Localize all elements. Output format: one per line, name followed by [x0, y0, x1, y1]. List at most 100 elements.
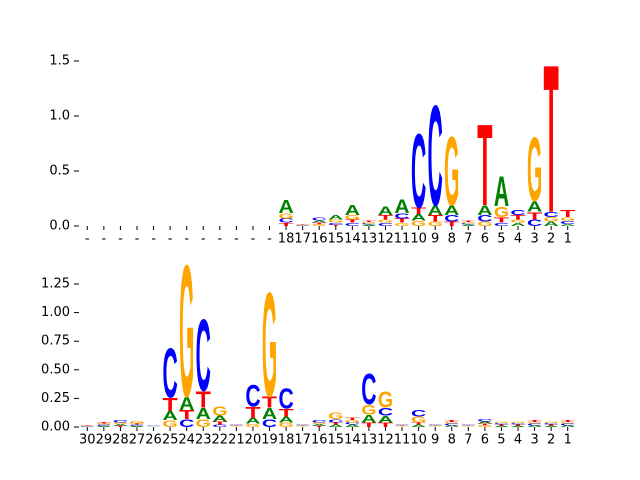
letter: C: [428, 423, 444, 424]
letter: A: [113, 424, 129, 427]
letter: C: [328, 418, 343, 423]
letter: C: [262, 417, 277, 429]
letter: T: [527, 420, 542, 423]
letter: T: [113, 426, 128, 428]
letter: T: [345, 417, 360, 420]
letter: T: [312, 222, 327, 225]
letter: A: [477, 203, 493, 218]
x-tick-label: 29: [96, 433, 113, 448]
letter: G: [394, 426, 409, 427]
letter: T: [428, 213, 444, 223]
x-tick-label: 20: [245, 433, 262, 448]
letter: G: [444, 118, 459, 227]
x-tick-label: 18: [278, 232, 295, 247]
letter: T: [510, 424, 525, 426]
y-tick-label: 0.0: [49, 219, 70, 234]
letter: G: [113, 422, 128, 425]
letter: G: [129, 421, 144, 424]
letter: T: [411, 206, 427, 216]
letter: A: [394, 424, 410, 425]
letter: A: [461, 424, 477, 425]
letter: A: [428, 424, 444, 425]
letter: C: [312, 217, 327, 222]
x-tick-label: 21: [228, 433, 245, 448]
x-tick-label: 12: [377, 433, 394, 448]
letter: C: [113, 420, 129, 423]
letter: G: [428, 221, 443, 228]
x-tick-label: 8: [448, 433, 456, 448]
letter: T: [328, 225, 343, 227]
x-tick-label: -: [217, 232, 222, 247]
letter: A: [378, 414, 394, 425]
letter: A: [229, 424, 245, 425]
letter: C: [212, 424, 228, 427]
letter: C: [312, 420, 328, 423]
letter: T: [196, 386, 211, 412]
x-tick-label: -: [267, 232, 272, 247]
letter: C: [96, 424, 112, 426]
letter: T: [477, 100, 492, 230]
letter: T: [378, 214, 393, 221]
x-tick-label: 2: [547, 232, 555, 247]
letter: A: [544, 221, 559, 228]
letter: G: [345, 214, 360, 221]
letter: A: [80, 426, 96, 427]
letter: G: [278, 421, 293, 428]
letter: C: [245, 378, 260, 413]
letter: T: [544, 20, 559, 256]
letter: G: [510, 219, 525, 224]
letter: C: [295, 423, 311, 424]
letter: A: [378, 204, 393, 217]
y-tick-label: 1.00: [41, 305, 70, 320]
letter: T: [394, 217, 409, 224]
letter: C: [162, 335, 177, 413]
letter: C: [510, 422, 526, 424]
letter: C: [146, 426, 162, 427]
letter: C: [361, 223, 377, 225]
x-tick-label: 17: [294, 433, 311, 448]
letter: G: [461, 426, 476, 427]
letter: C: [179, 417, 194, 429]
y-tick-label: 0.75: [41, 334, 70, 349]
letter: T: [229, 425, 244, 426]
letter: T: [278, 222, 293, 227]
x-tick-label: 12: [377, 232, 394, 247]
letter: T: [129, 423, 144, 425]
letter: A: [510, 425, 526, 427]
x-tick-label: 11: [394, 232, 411, 247]
letter: A: [444, 203, 460, 218]
letter: A: [411, 212, 427, 222]
x-tick-label: 4: [514, 433, 522, 448]
letter: A: [560, 425, 576, 428]
letter: T: [411, 422, 426, 425]
letter: G: [196, 417, 211, 429]
y-tick-label: 0.25: [41, 391, 70, 406]
letter: C: [345, 422, 361, 425]
letter: T: [96, 422, 111, 424]
letter: C: [394, 212, 409, 220]
letter: G: [510, 421, 525, 423]
x-tick-label: -: [118, 232, 123, 247]
letter: A: [196, 405, 211, 423]
letter: G: [229, 426, 244, 427]
letter: T: [544, 424, 559, 426]
letter: G: [212, 404, 227, 418]
letter: A: [527, 199, 542, 215]
letter: G: [278, 212, 293, 220]
letter: G: [328, 219, 343, 224]
letter: G: [477, 221, 492, 228]
letter: C: [278, 217, 293, 224]
x-tick-label: 16: [311, 433, 328, 448]
letter: A: [345, 424, 361, 427]
letter: G: [295, 224, 310, 225]
letter: C: [378, 406, 393, 418]
letter: C: [560, 423, 576, 426]
x-tick-label: 4: [514, 232, 522, 247]
letter: T: [477, 423, 492, 426]
letter: G: [345, 420, 360, 423]
x-tick-label: -: [85, 232, 90, 247]
x-tick-label: 7: [464, 232, 472, 247]
letter: A: [146, 426, 162, 427]
letter: A: [361, 224, 377, 226]
